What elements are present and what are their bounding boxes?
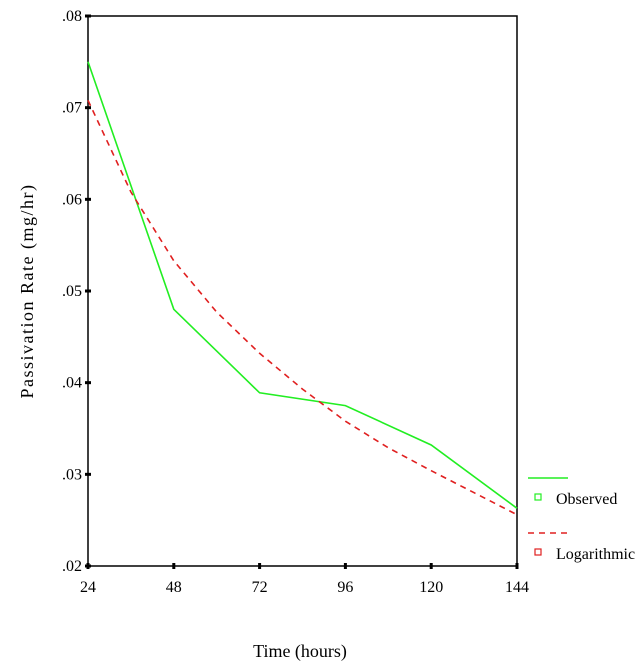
x-tick-label: 120: [419, 579, 443, 596]
y-tick-label: .06: [62, 191, 82, 208]
series-line-logarithmic: [87, 99, 518, 516]
plot-frame: [87, 15, 518, 567]
y-tick-label: .02: [62, 558, 82, 575]
legend-swatch-observed: [534, 493, 542, 501]
x-tick-label: 72: [252, 579, 268, 596]
series-line-observed: [87, 61, 518, 509]
x-tick-label: 48: [166, 579, 182, 596]
y-tick-label: .07: [62, 100, 82, 117]
y-tick-label: .03: [62, 466, 82, 483]
legend-label-logarithmic: Logarithmic: [556, 546, 635, 563]
series-layer: [87, 61, 518, 516]
x-tick-label: 24: [80, 579, 96, 596]
y-tick-label: .05: [62, 283, 82, 300]
x-tick-label: 96: [337, 579, 353, 596]
x-axis-title: Time (hours): [253, 641, 347, 662]
y-axis-title: Passivation Rate (mg/hr): [17, 184, 38, 399]
plot-area: [87, 15, 518, 567]
x-tick-label: 144: [505, 579, 529, 596]
y-tick-label: .04: [62, 375, 82, 392]
legend: Observed Logarithmic: [528, 477, 635, 563]
x-axis: 24 48 72 96 120 144: [80, 563, 529, 596]
y-axis: .02 .03 .04 .05 .06 .07 .08: [62, 8, 91, 575]
y-tick-label: .08: [62, 8, 82, 25]
legend-label-observed: Observed: [556, 491, 617, 508]
legend-swatch-logarithmic: [534, 548, 542, 556]
